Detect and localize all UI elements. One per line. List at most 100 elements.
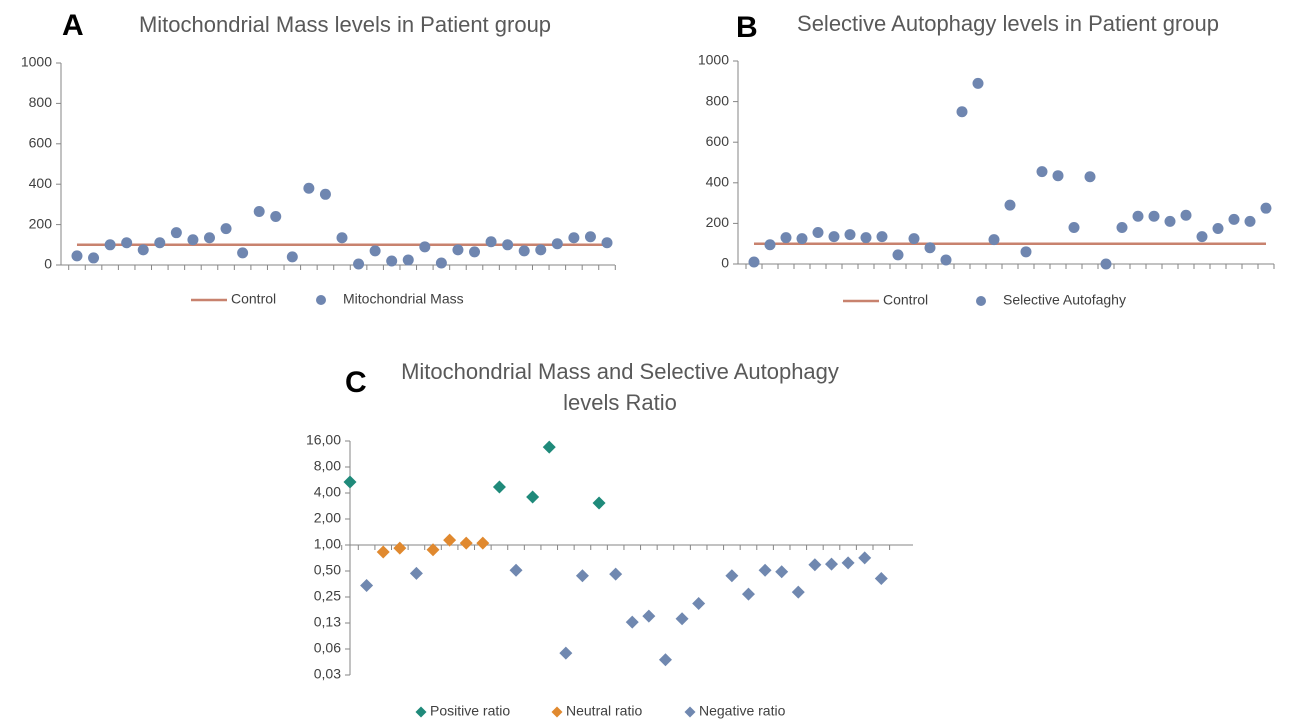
y-tick-label: 1000 [21, 54, 52, 70]
data-point [858, 551, 872, 565]
y-tick-label: 1000 [698, 52, 729, 68]
data-point [972, 77, 984, 89]
y-tick-label: 600 [29, 135, 53, 151]
data-point [741, 587, 755, 601]
legend-label: Control [231, 291, 276, 307]
data-point [642, 609, 656, 623]
data-point [1100, 258, 1112, 270]
y-tick-label: 0 [721, 255, 729, 271]
data-point [956, 106, 968, 118]
legend-swatch [551, 706, 563, 718]
legend-label: Mitochondrial Mass [343, 291, 464, 307]
data-point [876, 231, 888, 243]
data-point [568, 232, 580, 244]
data-point [376, 545, 390, 559]
data-point [104, 239, 116, 251]
data-point [609, 567, 623, 581]
data-point [435, 257, 447, 269]
y-tick-label: 0,25 [314, 588, 341, 604]
y-tick-label: 0 [44, 256, 52, 272]
data-point [409, 566, 423, 580]
data-point [1116, 221, 1128, 233]
data-point [1052, 170, 1064, 182]
data-point [1020, 246, 1032, 258]
chart-title: Mitochondrial Mass levels in Patient gro… [139, 12, 551, 37]
legend-label: Negative ratio [699, 703, 786, 719]
data-point [559, 646, 573, 660]
data-point [485, 236, 497, 248]
data-point [303, 182, 315, 194]
data-point [253, 205, 265, 217]
y-tick-label: 400 [706, 174, 730, 190]
data-point [502, 239, 514, 251]
y-tick-label: 600 [706, 133, 730, 149]
data-point [844, 229, 856, 241]
y-tick-label: 800 [29, 94, 53, 110]
data-point [908, 233, 920, 245]
data-point [1196, 231, 1208, 243]
data-point [386, 255, 398, 267]
data-point [808, 558, 822, 572]
data-point [1244, 215, 1256, 227]
data-point [892, 249, 904, 261]
y-tick-label: 0,13 [314, 614, 341, 630]
y-tick-label: 4,00 [314, 484, 341, 500]
data-point [1004, 199, 1016, 211]
y-tick-label: 8,00 [314, 458, 341, 474]
y-tick-label: 200 [706, 214, 730, 230]
data-point [71, 250, 83, 262]
data-point [476, 536, 490, 550]
data-point [841, 556, 855, 570]
legend-label: Neutral ratio [566, 703, 642, 719]
data-point [419, 241, 431, 253]
panel-label: C [345, 366, 367, 399]
data-point [469, 246, 481, 258]
data-point [336, 232, 348, 244]
data-point [658, 653, 672, 667]
y-tick-label: 200 [29, 215, 53, 231]
data-point [154, 237, 166, 249]
data-point [343, 475, 357, 489]
legend-swatch [316, 295, 326, 305]
data-point [492, 480, 506, 494]
data-point [780, 232, 792, 244]
data-point [443, 533, 457, 547]
data-point [220, 223, 232, 235]
data-point [237, 247, 249, 259]
panel-label: B [736, 11, 758, 44]
data-point [286, 251, 298, 263]
data-point [584, 231, 596, 243]
y-tick-label: 2,00 [314, 510, 341, 526]
data-point [542, 440, 556, 454]
data-point [748, 256, 760, 268]
y-tick-label: 0,06 [314, 640, 341, 656]
data-point [459, 536, 473, 550]
legend-swatch [415, 706, 427, 718]
data-point [874, 571, 888, 585]
data-point [187, 234, 199, 246]
data-point [592, 496, 606, 510]
chart-title: Mitochondrial Mass and Selective Autopha… [401, 359, 839, 415]
data-point [402, 254, 414, 266]
data-point [137, 244, 149, 256]
data-point [796, 233, 808, 245]
data-point [509, 563, 523, 577]
data-point [1084, 171, 1096, 183]
chart-title: Selective Autophagy levels in Patient gr… [797, 11, 1219, 36]
data-point [170, 227, 182, 239]
data-point [824, 557, 838, 571]
data-point [828, 231, 840, 243]
legend-label: Control [883, 292, 928, 308]
data-point [988, 234, 1000, 246]
data-point [812, 227, 824, 239]
data-point [692, 597, 706, 611]
data-point [393, 541, 407, 555]
data-point [675, 612, 689, 626]
data-point [270, 211, 282, 223]
data-point [601, 237, 613, 249]
legend-swatch [976, 296, 986, 306]
data-point [924, 242, 936, 254]
data-point [575, 569, 589, 583]
